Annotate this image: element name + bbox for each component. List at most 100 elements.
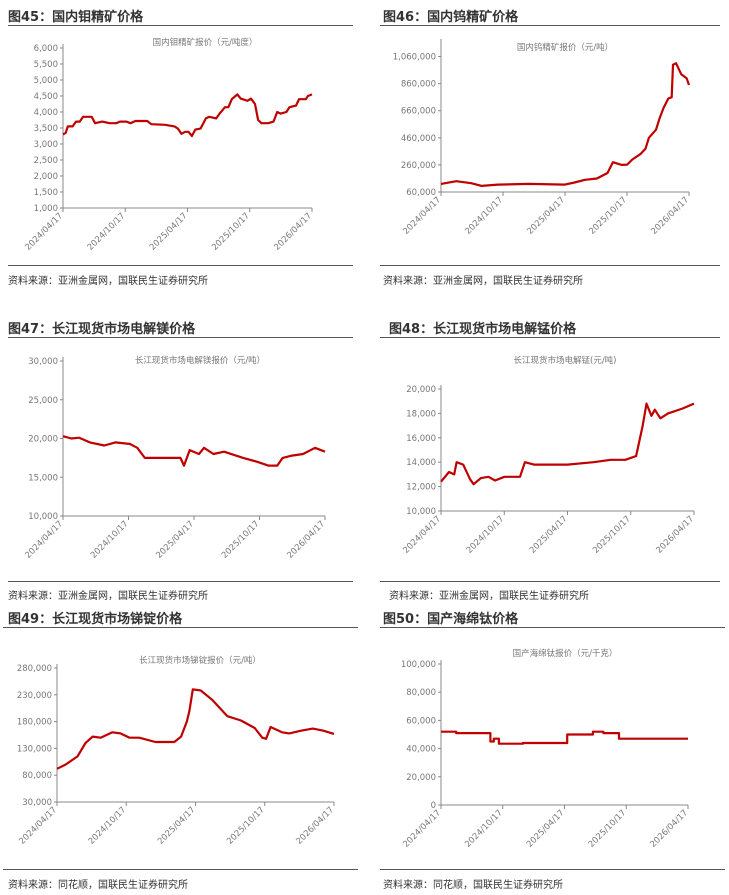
y-tick-label: 15,000 [28, 473, 58, 483]
y-tick-label: 40,000 [406, 745, 436, 755]
figure-header: 图48：长江现货市场电解锰价格 [389, 322, 577, 337]
x-tick-label: 2025/10/17 [220, 519, 262, 561]
y-tick-label: 1,000 [34, 204, 58, 214]
x-tick-label: 2026/04/17 [272, 211, 314, 253]
figure-header: 图49：长江现货市场锑锭价格 [8, 612, 183, 627]
x-tick-label: 2025/04/17 [525, 808, 567, 850]
chart-title: 国内钨精矿报价（元/吨） [517, 42, 613, 53]
x-tick-label: 2026/04/17 [285, 519, 327, 561]
figure-header: 图46：国内钨精矿价格 [383, 10, 519, 25]
x-tick-label: 2025/04/17 [528, 514, 570, 556]
source-rule [3, 869, 358, 870]
y-tick-label: 1,060,000 [393, 53, 436, 63]
y-tick-label: 20,000 [406, 385, 436, 395]
header-rule [8, 337, 353, 338]
figure-header: 图45：国内钼精矿价格 [8, 10, 144, 25]
source-note: 资料来源：同花顺，国联民生证券研究所 [383, 880, 563, 891]
price-series-line [62, 435, 326, 467]
y-tick-label: 4,500 [34, 92, 58, 102]
x-tick-label: 2024/04/17 [401, 808, 443, 850]
y-tick-label: 6,000 [34, 44, 58, 54]
chart-title: 长江现货市场电解锰(元/吨) [514, 355, 617, 366]
y-tick-label: 260,000 [401, 161, 436, 171]
x-tick-label: 2025/10/17 [587, 808, 629, 850]
price-series-line [441, 730, 688, 745]
y-tick-label: 16,000 [406, 434, 436, 444]
x-tick-label: 2026/04/17 [294, 805, 336, 847]
figure-header: 图47：长江现货市场电解镁价格 [8, 322, 196, 337]
price-series-line [56, 688, 335, 770]
x-tick-label: 2024/04/17 [401, 514, 443, 556]
chart-title: 长江现货市场锑锭报价（元/吨） [139, 655, 261, 666]
header-rule [380, 627, 725, 628]
chart-5: 长江现货市场锑锭报价（元/吨） 30,000 80,000 130,000 180,00… [17, 655, 336, 847]
x-tick-label: 2026/04/17 [648, 808, 690, 850]
x-tick-label: 2025/10/17 [591, 514, 633, 556]
x-tick-label: 2025/04/17 [148, 211, 190, 253]
y-tick-label: 0 [431, 801, 436, 811]
y-tick-label: 3,000 [34, 140, 58, 150]
y-tick-label: 14,000 [406, 458, 436, 468]
source-note: 资料来源：亚洲金属网，国联民生证券研究所 [389, 591, 589, 602]
header-rule [380, 25, 720, 26]
y-tick-label: 100,000 [401, 660, 436, 670]
x-tick-label: 2024/10/17 [87, 805, 129, 847]
price-series-line [440, 62, 691, 187]
y-tick-label: 80,000 [22, 771, 52, 781]
x-tick-label: 2024/04/17 [17, 805, 59, 847]
x-tick-label: 2025/04/17 [156, 805, 198, 847]
y-tick-label: 2,500 [34, 156, 58, 166]
y-tick-label: 30,000 [28, 357, 58, 367]
chart-2: 国内钨精矿报价（元/吨） 60,000 260,000 460,000 660,000 8… [393, 39, 691, 237]
header-rule [3, 627, 358, 628]
source-rule [380, 265, 720, 266]
y-tick-label: 5,000 [34, 76, 58, 86]
source-rule [380, 581, 720, 582]
source-rule [8, 581, 353, 582]
y-tick-label: 180,000 [17, 718, 52, 728]
y-tick-label: 130,000 [17, 744, 52, 754]
y-tick-label: 20,000 [28, 435, 58, 445]
y-tick-label: 460,000 [401, 134, 436, 144]
source-note: 资料来源：同花顺，国联民生证券研究所 [8, 880, 188, 891]
x-tick-label: 2025/10/17 [225, 805, 267, 847]
chart-title: 国产海绵钛报价（元/千克） [513, 648, 618, 659]
y-tick-label: 60,000 [406, 716, 436, 726]
x-tick-label: 2024/04/17 [23, 519, 65, 561]
x-tick-label: 2026/04/17 [654, 514, 696, 556]
chart-1: 国内钼精矿报价（元/吨度） 1,000 1,500 2,000 2,500 3,000 3,… [23, 37, 314, 253]
x-tick-label: 2025/10/17 [587, 195, 629, 237]
price-series-line [62, 93, 313, 138]
x-tick-label: 2024/10/17 [463, 808, 505, 850]
source-rule [380, 869, 725, 870]
y-tick-label: 5,500 [34, 60, 58, 70]
y-tick-label: 18,000 [406, 409, 436, 419]
x-tick-label: 2025/04/17 [154, 519, 196, 561]
chart-title: 长江现货市场电解镁报价（元/吨） [135, 355, 265, 366]
y-tick-label: 12,000 [406, 483, 436, 493]
y-tick-label: 60,000 [406, 188, 436, 198]
source-note: 资料来源：亚洲金属网，国联民生证券研究所 [8, 591, 208, 602]
y-tick-label: 660,000 [401, 107, 436, 117]
y-tick-label: 2,000 [34, 172, 58, 182]
y-tick-label: 230,000 [17, 691, 52, 701]
y-tick-label: 25,000 [28, 396, 58, 406]
y-tick-label: 10,000 [406, 507, 436, 517]
figure-header: 图50：国产海绵钛价格 [383, 612, 519, 627]
y-tick-label: 1,500 [34, 188, 58, 198]
y-tick-label: 10,000 [28, 512, 58, 522]
x-tick-label: 2025/10/17 [210, 211, 252, 253]
y-tick-label: 280,000 [17, 664, 52, 674]
source-rule [8, 265, 353, 266]
price-series-line [440, 402, 695, 486]
header-rule [8, 25, 353, 26]
y-tick-label: 80,000 [406, 688, 436, 698]
x-tick-label: 2024/10/17 [89, 519, 131, 561]
source-note: 资料来源：亚洲金属网，国联民生证券研究所 [383, 276, 583, 287]
chart-title: 国内钼精矿报价（元/吨度） [153, 37, 258, 48]
header-rule [380, 337, 720, 338]
chart-3: 长江现货市场电解镁报价（元/吨） 10,000 15,000 20,000 25,000… [23, 355, 327, 561]
chart-4: 长江现货市场电解锰(元/吨) 10,000 12,000 14,000 16,000 18… [401, 355, 696, 556]
